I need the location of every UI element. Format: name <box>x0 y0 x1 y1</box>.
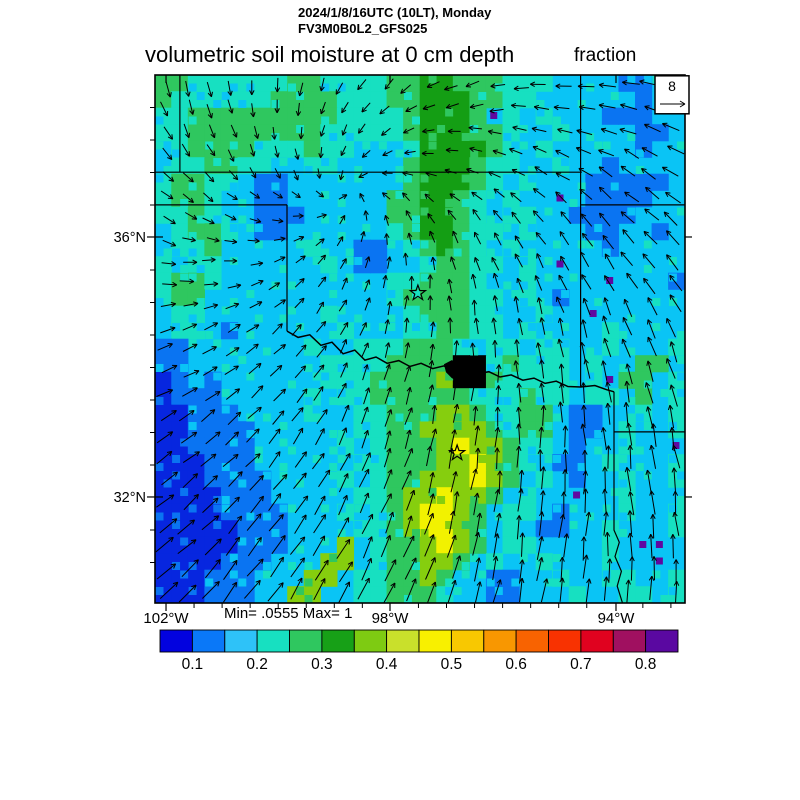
colorbar-label-1: 0.2 <box>246 656 268 673</box>
colorbar-segment-9 <box>450 629 485 653</box>
soil-moisture-cells <box>155 75 685 603</box>
wind-vectors <box>155 77 685 603</box>
lon-label-2: 94°W <box>598 610 636 627</box>
colorbar-label-7: 0.8 <box>635 656 657 673</box>
colorbar-label-5: 0.6 <box>505 656 527 673</box>
map-area <box>155 75 685 603</box>
colorbar-segment-13 <box>580 629 614 653</box>
lon-label-0: 102°W <box>143 610 189 627</box>
colorbar-segment-1 <box>191 629 226 653</box>
min-max-label: Min= .0555 Max= 1 <box>224 605 353 622</box>
colorbar-label-2: 0.3 <box>311 656 333 673</box>
colorbar-segment-10 <box>483 629 517 653</box>
colorbar-segment-3 <box>256 629 290 653</box>
lon-label-1: 98°W <box>372 610 410 627</box>
datetime-header: 2024/1/8/16UTC (10LT), Monday <box>298 5 492 20</box>
colorbar-label-0: 0.1 <box>182 656 204 673</box>
colorbar-segment-15 <box>645 629 679 653</box>
colorbar-segment-11 <box>515 629 549 653</box>
map-frame <box>154 74 686 604</box>
colorbar-label-4: 0.5 <box>441 656 463 673</box>
colorbar-label-3: 0.4 <box>376 656 398 673</box>
colorbar-segment-8 <box>418 629 452 653</box>
city-star-0 <box>408 283 428 301</box>
colorbar: 0.1 0.2 0.3 0.4 0.5 0.6 0.7 0.8 <box>159 629 679 673</box>
axis-ticks <box>147 75 692 611</box>
lat-label-1: 32°N <box>114 490 146 506</box>
colorbar-segment-5 <box>321 629 355 653</box>
units-label: fraction <box>574 45 637 66</box>
colorbar-segment-14 <box>612 629 647 653</box>
colorbar-segment-4 <box>289 629 323 653</box>
lat-label-0: 36°N <box>114 230 146 246</box>
colorbar-segment-2 <box>224 629 258 653</box>
reference-vector-value: 8 <box>668 78 676 94</box>
colorbar-segment-7 <box>386 629 420 653</box>
axis-labels: 36°N 32°N 102°W 98°W 94°W <box>114 230 636 627</box>
model-header: FV3M0B0L2_GFS025 <box>298 21 428 36</box>
colorbar-segment-6 <box>353 629 388 653</box>
plot-title: volumetric soil moisture at 0 cm depth <box>145 42 515 67</box>
colorbar-segment-12 <box>548 629 582 653</box>
lake-texoma <box>443 360 479 383</box>
state-borders <box>155 75 685 603</box>
reference-vector-box: 8 <box>654 75 690 115</box>
colorbar-label-6: 0.7 <box>570 656 592 673</box>
border-tx_la <box>613 391 624 603</box>
colorbar-segment-0 <box>159 629 193 653</box>
